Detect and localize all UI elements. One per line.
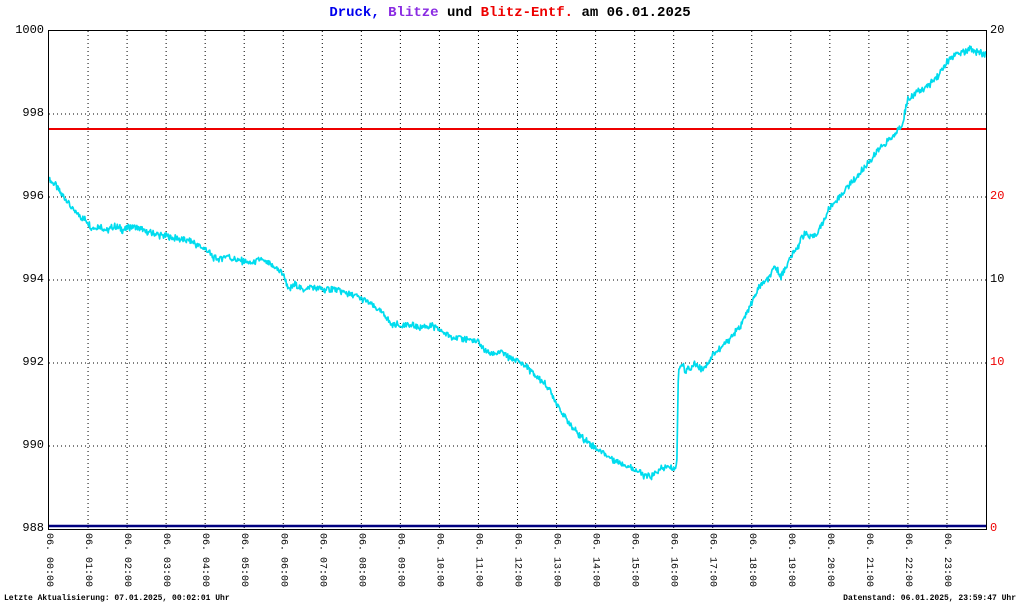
x-axis-label: 06. 16:00 xyxy=(667,533,679,588)
chart-title: Druck, Blitze und Blitz-Entf. am 06.01.2… xyxy=(0,5,1020,21)
right-axis-label-red: 20 xyxy=(990,189,1005,203)
plot-canvas xyxy=(49,31,986,529)
left-axis-label: 990 xyxy=(22,438,44,452)
title-part: am 06.01.2025 xyxy=(581,5,691,21)
x-axis-label: 06. 20:00 xyxy=(823,533,835,588)
x-axis-label: 06. 12:00 xyxy=(511,533,523,588)
left-axis-label: 994 xyxy=(22,272,44,286)
x-axis-label: 06. 09:00 xyxy=(394,533,406,588)
x-axis-label: 06. 21:00 xyxy=(862,533,874,588)
pressure-line xyxy=(49,45,986,481)
x-axis-label: 06. 14:00 xyxy=(589,533,601,588)
footer-data-timestamp: Datenstand: 06.01.2025, 23:59:47 Uhr xyxy=(843,594,1016,603)
x-axis-label: 06. 22:00 xyxy=(901,533,913,588)
x-axis-label: 06. 02:00 xyxy=(121,533,133,588)
x-axis-label: 06. 08:00 xyxy=(355,533,367,588)
title-part: Blitz-Entf. xyxy=(480,5,574,21)
x-axis-label: 06. 15:00 xyxy=(628,533,640,588)
plot-area xyxy=(48,30,987,530)
x-axis-label: 06. 17:00 xyxy=(706,533,718,588)
x-axis-label: 06. 07:00 xyxy=(316,533,328,588)
x-axis-label: 06. 11:00 xyxy=(472,533,484,588)
left-axis-label: 998 xyxy=(22,106,44,120)
x-axis-label: 06. 04:00 xyxy=(199,533,211,588)
footer-last-update: Letzte Aktualisierung: 07.01.2025, 00:02… xyxy=(4,594,230,603)
title-part: Druck, xyxy=(329,5,380,21)
x-axis-label: 06. 18:00 xyxy=(745,533,757,588)
x-axis-label: 06. 23:00 xyxy=(940,533,952,588)
title-part: Blitze xyxy=(388,5,439,21)
x-axis-label: 06. 00:00 xyxy=(43,533,54,588)
x-axis-label: 06. 06:00 xyxy=(277,533,289,588)
x-axis-label: 06. 01:00 xyxy=(82,533,94,588)
left-axis-label: 1000 xyxy=(15,23,44,37)
right-axis-label-black: 20 xyxy=(990,23,1005,37)
right-axis-label-black: 10 xyxy=(990,272,1005,286)
x-axis-label: 06. 13:00 xyxy=(550,533,562,588)
x-axis-label: 06. 03:00 xyxy=(160,533,172,588)
right-axis-label-red: 10 xyxy=(990,355,1005,369)
title-part: und xyxy=(446,5,473,21)
x-axis-label: 06. 10:00 xyxy=(433,533,445,588)
x-axis-label: 06. 19:00 xyxy=(784,533,796,588)
x-axis-label: 06. 05:00 xyxy=(238,533,250,588)
right-axis-label-red: 0 xyxy=(990,521,998,535)
left-axis-label: 992 xyxy=(22,355,44,369)
left-axis-label: 988 xyxy=(22,521,44,535)
left-axis-label: 996 xyxy=(22,189,44,203)
